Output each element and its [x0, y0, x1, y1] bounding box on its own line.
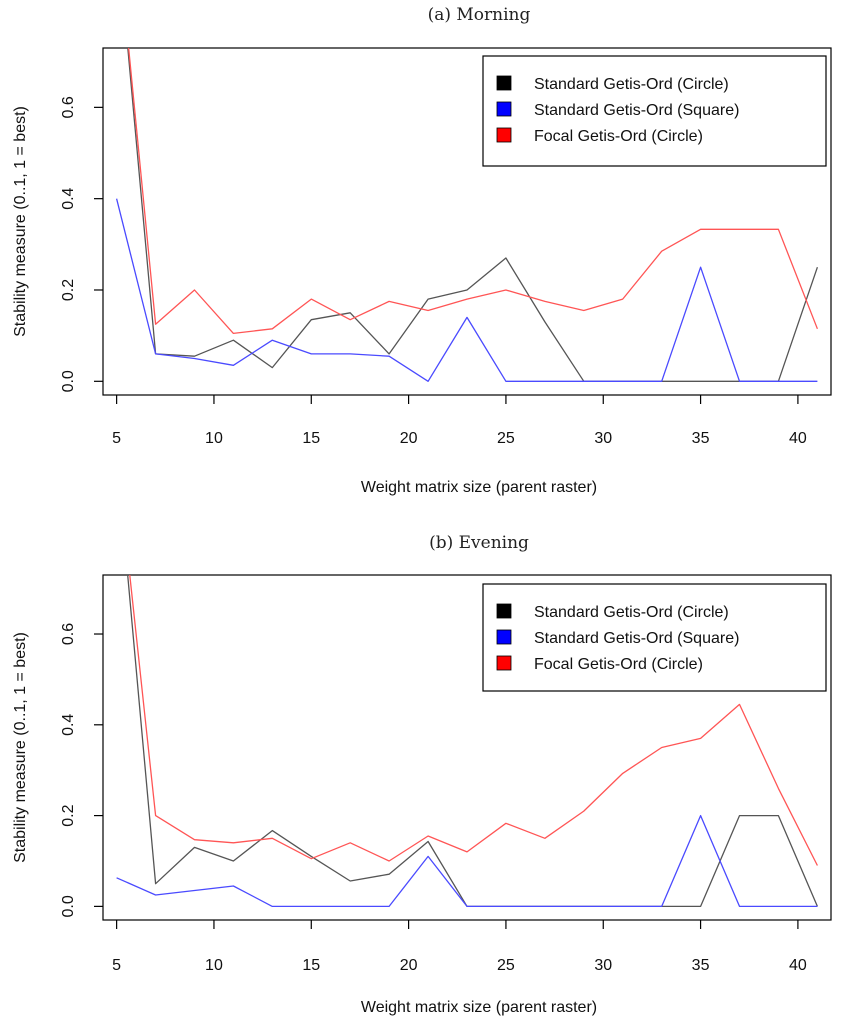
legend-box — [482, 583, 827, 692]
series-line-3 — [129, 575, 818, 866]
plot-frame — [102, 47, 832, 396]
y-tick-label: 0.0 — [60, 370, 77, 392]
x-tick-label: 15 — [302, 430, 320, 447]
x-axis-title: Weight matrix size (parent raster) — [361, 479, 597, 496]
x-tick-label: 25 — [497, 957, 515, 974]
x-axis-title: Weight matrix size (parent raster) — [361, 999, 597, 1016]
x-tick-label: 5 — [112, 957, 121, 974]
legend-label: Focal Getis-Ord (Circle) — [534, 128, 703, 145]
x-tick-label: 40 — [789, 430, 807, 447]
x-tick-label: 10 — [205, 430, 223, 447]
legend-box — [482, 55, 827, 167]
y-axis-title: Stability measure (0..1, 1 = best) — [12, 632, 29, 863]
legend-label: Focal Getis-Ord (Circle) — [534, 656, 703, 673]
y-tick-label: 0.6 — [60, 623, 77, 645]
legend-label: Standard Getis-Ord (Circle) — [534, 604, 729, 621]
legend-swatch — [496, 603, 512, 619]
chart-title: (a) Morning — [428, 5, 531, 25]
x-tick-label: 5 — [112, 430, 121, 447]
y-tick-label: 0.2 — [60, 804, 77, 826]
legend-label: Standard Getis-Ord (Square) — [534, 630, 739, 647]
series-group — [116, 575, 818, 908]
legend-label: Standard Getis-Ord (Circle) — [534, 76, 729, 93]
series-line-1 — [127, 48, 819, 382]
series-group — [115, 48, 819, 382]
x-tick-label: 35 — [692, 430, 710, 447]
legend-swatch — [496, 629, 512, 645]
x-tick-label: 40 — [789, 957, 807, 974]
legend: Standard Getis-Ord (Circle) Standard Geti… — [482, 55, 827, 167]
x-tick-label: 25 — [497, 430, 515, 447]
y-tick-label: 0.4 — [60, 187, 77, 209]
x-tick-label: 35 — [692, 957, 710, 974]
plot-frame — [102, 574, 832, 921]
legend-swatch — [496, 101, 512, 117]
x-tick-label: 10 — [205, 957, 223, 974]
x-tick-label: 20 — [400, 430, 418, 447]
y-tick-label: 0.4 — [60, 714, 77, 736]
chart-panel-1: (a) Morning 5 10 15 20 25 30 35 40 0.0 0.2 0.4 0.6 We… — [12, 5, 832, 496]
series-line-2 — [115, 198, 818, 382]
legend-swatch — [496, 127, 512, 143]
series-line-2 — [116, 814, 818, 908]
legend-swatch — [496, 75, 512, 91]
chart-title: (b) Evening — [429, 533, 529, 553]
x-tick-label: 20 — [400, 957, 418, 974]
legend: Standard Getis-Ord (Circle) Standard Geti… — [482, 583, 827, 692]
y-tick-label: 0.0 — [60, 895, 77, 917]
y-tick-label: 0.6 — [60, 96, 77, 118]
y-axis-title: Stability measure (0..1, 1 = best) — [12, 106, 29, 337]
legend-swatch — [496, 655, 512, 671]
series-line-3 — [127, 48, 819, 335]
x-tick-label: 15 — [302, 957, 320, 974]
x-tick-label: 30 — [594, 957, 612, 974]
legend-label: Standard Getis-Ord (Square) — [534, 102, 739, 119]
x-tick-label: 30 — [594, 430, 612, 447]
y-tick-label: 0.2 — [60, 279, 77, 301]
chart-panel-2: (b) Evening 5 10 15 20 25 30 35 40 0.0 0.2 0.4 0.6 We… — [12, 533, 832, 1016]
